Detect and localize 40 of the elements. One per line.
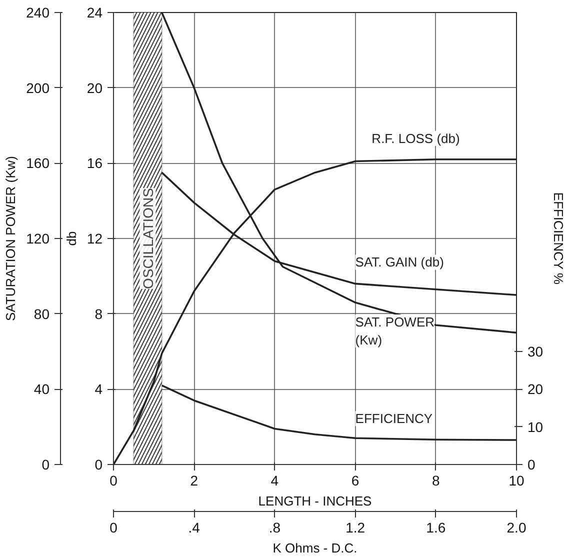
series-label: R.F. LOSS (db) (372, 130, 460, 146)
y-tick-label: 20 (86, 80, 103, 96)
y-tick-label: 16 (86, 155, 103, 172)
y3-tick-label: 0 (42, 456, 50, 472)
x2-axis-title: K Ohms - D.C. (272, 540, 358, 556)
x-tick-label: 0 (110, 472, 118, 488)
y3-tick-label: 40 (34, 381, 50, 398)
x-tick-label: 2 (190, 472, 198, 488)
y2-tick-label: 10 (528, 418, 544, 435)
x2-tick-label: 2.0 (506, 520, 526, 536)
y-tick-label: 8 (94, 306, 103, 322)
x-tick-label: 10 (508, 472, 524, 488)
y2-tick-label: 30 (528, 344, 544, 360)
y3-tick-label: 80 (34, 306, 50, 322)
y-tick-label: 4 (94, 381, 103, 398)
y3-tick-label: 200 (26, 80, 50, 96)
y3-tick-label: 160 (26, 155, 50, 172)
y3-tick-label: 120 (26, 230, 50, 246)
x2-tick-label: .8 (268, 520, 281, 536)
y-tick-label: 24 (86, 4, 103, 20)
y3-tick-label: 240 (26, 4, 50, 20)
x2-tick-label: .4 (188, 520, 200, 536)
band-label: OSCILLATIONS (140, 188, 156, 289)
y2-tick-label: 0 (528, 456, 536, 472)
x2-tick-label: 1.6 (426, 520, 446, 536)
x2-tick-label: 0 (110, 520, 118, 536)
series-label: SAT. POWER (Kw) (355, 314, 435, 348)
y2-axis-title: EFFICIENCY % (551, 192, 566, 285)
x2-tick-label: 1.2 (346, 520, 366, 536)
y2-tick-label: 20 (528, 381, 544, 398)
y3-axis-title: SATURATION POWER (Kw) (3, 156, 18, 321)
series-label: SAT. GAIN (db) (355, 254, 444, 270)
y-axis-title: db (64, 231, 79, 246)
x-tick-label: 4 (270, 472, 279, 488)
x-axis-title: LENGTH - INCHES (258, 494, 372, 508)
series-label: EFFICIENCY (355, 411, 433, 426)
x-tick-label: 6 (351, 472, 360, 488)
x-tick-label: 8 (432, 472, 440, 488)
y-tick-label: 12 (86, 230, 103, 246)
y-tick-label: 0 (94, 456, 103, 472)
